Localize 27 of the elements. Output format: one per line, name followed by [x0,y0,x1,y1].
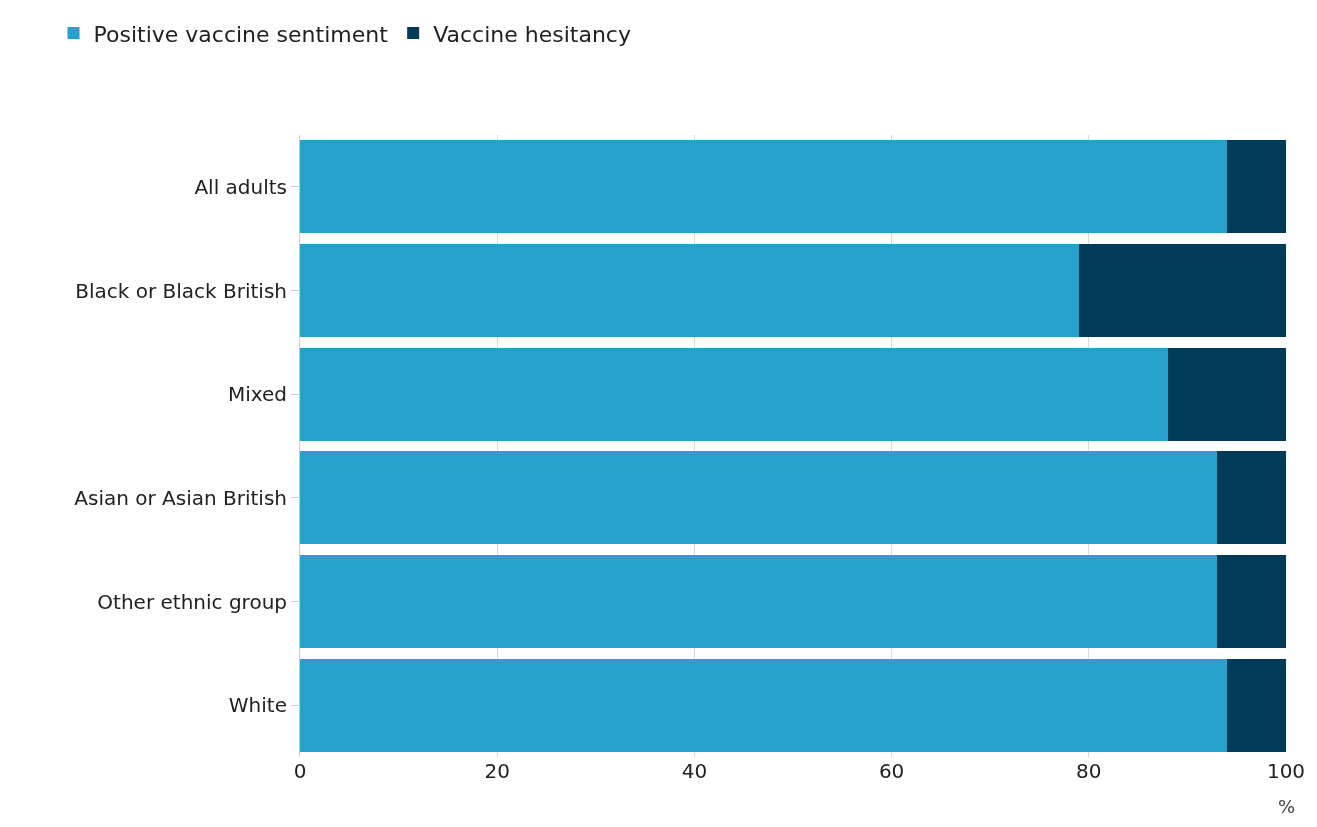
x-tick-label: 80 [1076,759,1102,783]
x-tick-label: 40 [681,759,708,783]
bar [300,140,1227,234]
bar [300,451,1217,545]
bar [1078,243,1286,338]
y-tick-label: Asian or Asian British [74,485,287,510]
bar [1226,140,1286,234]
bar [1167,347,1286,441]
y-tick-label: Mixed [227,382,287,407]
bar [1226,658,1286,752]
bar [1216,451,1286,545]
legend-label: Positive vaccine sentiment [93,21,389,47]
y-tick-label: Black or Black British [75,278,287,303]
bar [300,658,1227,752]
x-tick-label: 0 [293,759,307,783]
x-tick-label: 100 [1266,759,1306,783]
x-axis-title: % [1278,796,1296,817]
x-tick-label: 20 [484,759,510,783]
bar [1216,554,1286,649]
bar [300,243,1079,338]
y-tick-label: All adults [194,174,287,199]
bar [300,347,1168,441]
y-tick-label: Other ethnic group [97,589,287,614]
legend-label: Vaccine hesitancy [433,21,631,47]
x-tick-label: 60 [878,759,905,783]
bar [300,554,1217,649]
y-tick-label: White [228,693,287,718]
